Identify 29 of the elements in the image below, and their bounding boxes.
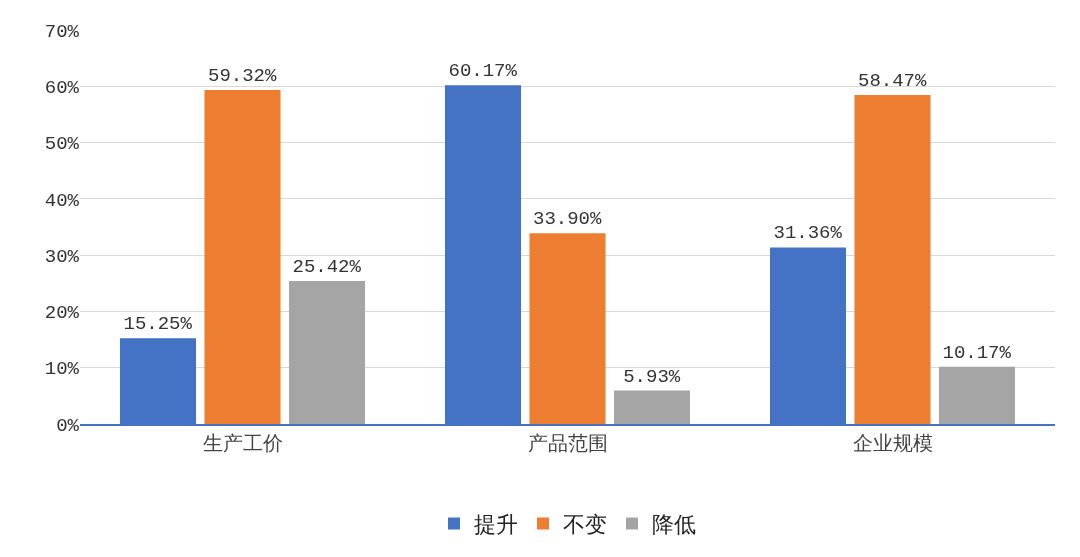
x-tick-label: 企业规模 [852, 431, 933, 455]
data-label: 5.93% [623, 365, 681, 388]
bar [613, 390, 691, 424]
data-label: 60.17% [448, 60, 518, 83]
y-tick-label: 40% [44, 189, 80, 212]
y-tick-label: 70% [44, 20, 80, 43]
data-label: 31.36% [773, 222, 843, 245]
legend-label: 降低 [652, 512, 696, 538]
y-tick-label: 60% [44, 76, 80, 99]
x-tick-label: 产品范围 [527, 431, 608, 455]
data-label: 15.25% [123, 313, 193, 336]
y-tick-label: 0% [56, 414, 80, 437]
data-label: 33.90% [533, 208, 603, 231]
legend-label: 提升 [474, 512, 518, 538]
bar [529, 233, 606, 424]
bar [854, 94, 931, 424]
data-label: 58.47% [858, 69, 928, 92]
y-tick-label: 10% [44, 358, 80, 381]
data-label: 59.32% [208, 65, 278, 88]
bar [288, 280, 366, 424]
bar [938, 366, 1016, 424]
bar [204, 90, 281, 424]
x-tick-label: 生产工价 [202, 431, 283, 455]
y-tick-label: 50% [44, 133, 80, 156]
y-tick-label: 20% [44, 302, 80, 325]
data-label: 25.42% [292, 255, 362, 278]
data-label: 10.17% [942, 341, 1012, 364]
y-tick-label: 30% [44, 245, 80, 268]
legend-label: 不变 [563, 512, 607, 538]
